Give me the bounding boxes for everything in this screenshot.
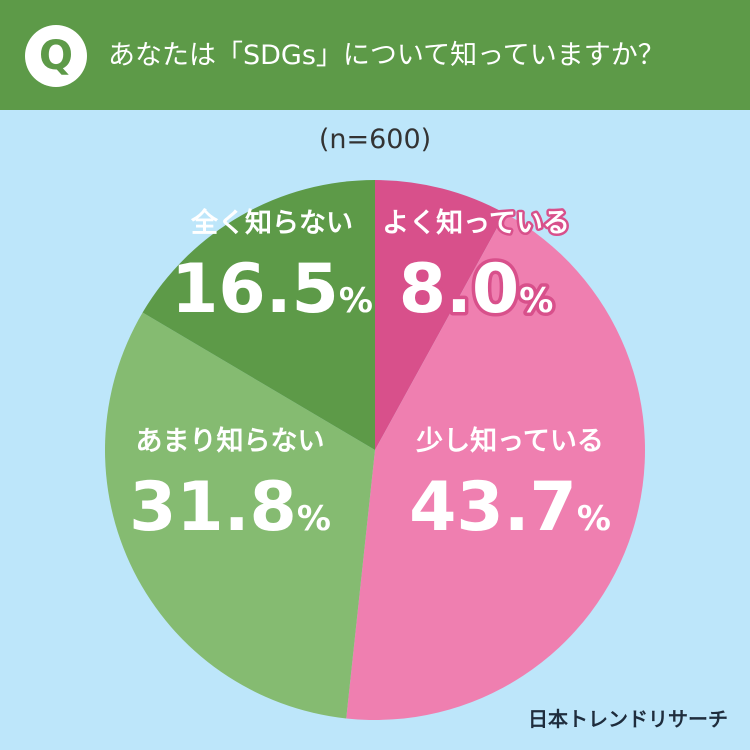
- question-text: あなたは「SDGs」について知っていますか？: [108, 40, 665, 71]
- pie-slice: [346, 213, 646, 721]
- slice-category-label: あまり知らない: [136, 426, 325, 457]
- brand-logo-text: 日本トレンドリサーチ: [528, 707, 728, 731]
- percent-unit: %: [519, 281, 553, 321]
- percent-unit: %: [339, 281, 373, 321]
- slice-category-label: 全く知らない: [190, 207, 353, 239]
- q-badge-letter: Q: [38, 33, 73, 79]
- slice-category-label: 少し知っている: [416, 426, 604, 457]
- pie-slice: [375, 180, 506, 450]
- pie-slices: [104, 180, 646, 721]
- pie-slice: [142, 180, 375, 450]
- percent-unit: %: [577, 499, 611, 539]
- slice-category-label: よく知っている: [382, 208, 570, 239]
- percent-unit: %: [297, 499, 331, 539]
- q-badge: Q: [25, 25, 87, 87]
- sample-size: (n=600): [318, 124, 432, 155]
- pie-slice: [104, 312, 375, 719]
- question-header: Q あなたは「SDGs」について知っていますか？: [0, 0, 750, 110]
